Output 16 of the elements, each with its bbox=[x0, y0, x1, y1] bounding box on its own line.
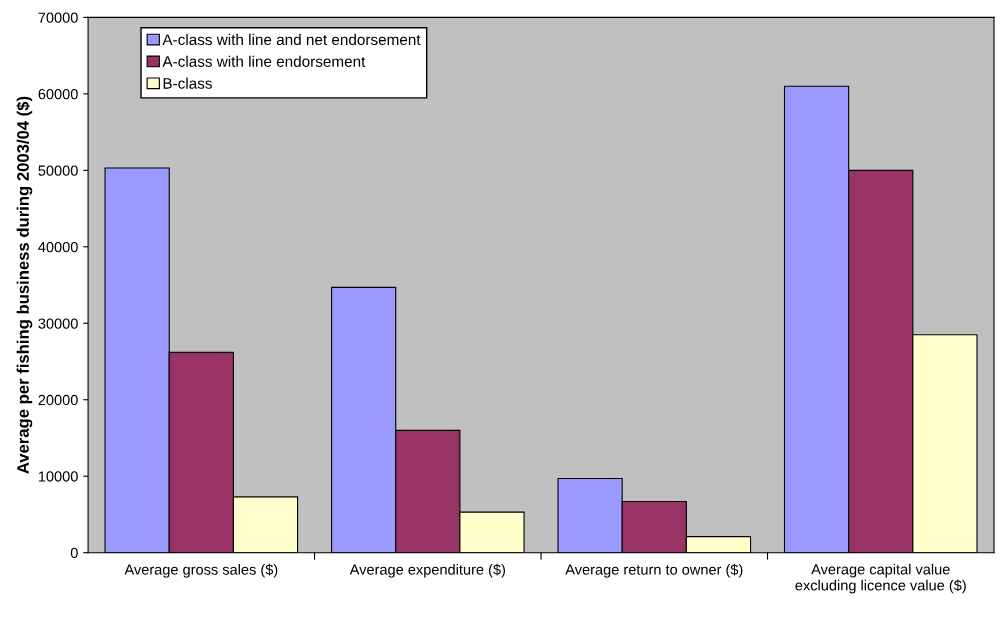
legend-label: B-class bbox=[163, 77, 212, 89]
y-tick-label: 0 bbox=[70, 547, 78, 559]
y-axis-title: Average per fishing business during 2003/04 ($) bbox=[16, 96, 33, 474]
y-tick-label: 70000 bbox=[38, 12, 78, 23]
y-tick-label: 40000 bbox=[38, 241, 78, 253]
x-tick-label: Average gross sales ($) bbox=[124, 563, 278, 578]
y-tick-label: 30000 bbox=[38, 318, 78, 329]
y-tick-label: 10000 bbox=[38, 471, 78, 482]
x-tick-label: Average return to owner ($) bbox=[565, 563, 743, 578]
y-tick-label: 20000 bbox=[38, 394, 78, 406]
legend-label: A-class with line endorsement bbox=[162, 55, 366, 67]
legend-label: A-class with line and net endorsement bbox=[162, 33, 421, 46]
x-tick-label: Average capital value excluding licence value ($) bbox=[795, 563, 966, 594]
x-tick-label: Average expenditure ($) bbox=[349, 563, 505, 578]
y-tick-label: 50000 bbox=[38, 165, 78, 176]
y-tick-label: 60000 bbox=[38, 88, 78, 100]
